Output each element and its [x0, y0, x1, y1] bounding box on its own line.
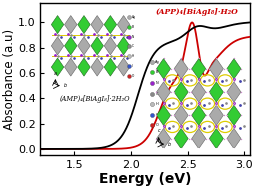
Text: (APP)₄[BiAgI₈]·H₂O: (APP)₄[BiAgI₈]·H₂O — [155, 8, 238, 16]
X-axis label: Energy (eV): Energy (eV) — [99, 172, 191, 186]
Text: (AMP)₄[BiAgI₈]·2H₂O: (AMP)₄[BiAgI₈]·2H₂O — [60, 95, 130, 103]
Y-axis label: Absorbance (a.u): Absorbance (a.u) — [4, 29, 16, 130]
